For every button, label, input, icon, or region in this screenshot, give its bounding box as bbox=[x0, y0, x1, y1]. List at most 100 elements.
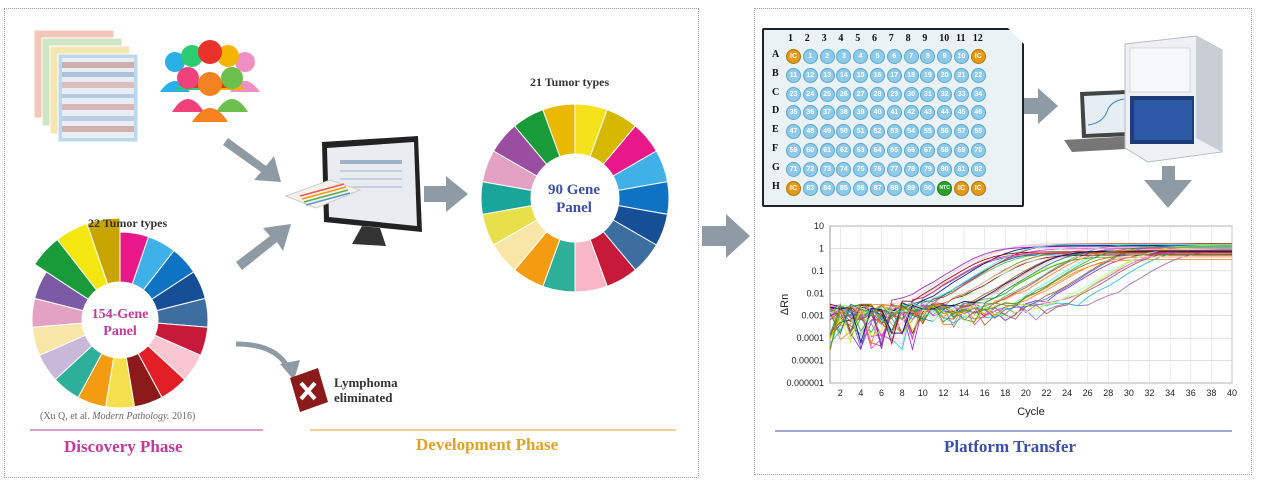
plate-well: 55 bbox=[920, 124, 936, 140]
x-tick-label: 2 bbox=[838, 388, 843, 398]
plate-well: IC bbox=[786, 180, 801, 196]
x-tick-label: 18 bbox=[1000, 388, 1010, 398]
plate-column-5: 5 bbox=[855, 33, 861, 44]
plate-column-11: 11 bbox=[956, 33, 966, 44]
x-tick-label: 22 bbox=[1041, 388, 1051, 398]
plate-row-B: B bbox=[772, 67, 779, 79]
plate-well: 32 bbox=[937, 86, 953, 102]
plate-well: IC bbox=[970, 49, 986, 64]
plate-well: 62 bbox=[836, 143, 852, 158]
plate-well: 1 bbox=[802, 49, 818, 64]
x-tick-label: 32 bbox=[1145, 388, 1155, 398]
plate-well: 56 bbox=[937, 124, 953, 140]
y-tick-label: 0.0001 bbox=[796, 333, 824, 343]
plate-row-D: D bbox=[772, 105, 780, 117]
plate-column-7: 7 bbox=[888, 33, 894, 44]
plate-well: 47 bbox=[786, 124, 801, 140]
x-tick-label: 26 bbox=[1083, 388, 1093, 398]
plate-well: 28 bbox=[870, 86, 885, 102]
plate-well: 20 bbox=[937, 67, 953, 83]
plate-well: 19 bbox=[920, 67, 936, 83]
amplification-curve bbox=[829, 250, 1232, 344]
plate-well: 73 bbox=[819, 161, 835, 177]
development-phase-title: Development Phase bbox=[416, 435, 559, 454]
y-tick-label: 0.1 bbox=[811, 266, 824, 276]
plate-well: 87 bbox=[870, 180, 885, 196]
x-tick-label: 36 bbox=[1186, 388, 1196, 398]
x-tick-label: 34 bbox=[1165, 388, 1175, 398]
plate-well: 60 bbox=[802, 143, 818, 158]
y-tick-label: 1 bbox=[819, 243, 824, 253]
plate-well: 41 bbox=[886, 105, 902, 121]
discovery-phase-title: Discovery Phase bbox=[64, 437, 183, 456]
plate-well: 83 bbox=[802, 180, 818, 196]
arrow-down bbox=[1144, 166, 1192, 208]
plate-well: 51 bbox=[853, 124, 869, 140]
arrow-right-1 bbox=[424, 176, 468, 212]
x-tick-label: 6 bbox=[879, 388, 884, 398]
x-tick-label: 24 bbox=[1062, 388, 1072, 398]
plate-well: IC bbox=[954, 180, 969, 196]
plate-well: 11 bbox=[786, 67, 801, 83]
plate-well: 59 bbox=[786, 143, 801, 158]
donut-segment bbox=[86, 217, 121, 285]
plate-well: 25 bbox=[819, 86, 835, 102]
citation: (Xu Q, et al. Modern Pathology. 2016) bbox=[40, 411, 195, 422]
x-tick-label: 14 bbox=[959, 388, 969, 398]
patient-cohort-icon bbox=[160, 40, 260, 122]
x-tick-label: 30 bbox=[1124, 388, 1134, 398]
y-tick-label: 0.01 bbox=[806, 288, 824, 298]
plate-well: 52 bbox=[870, 124, 885, 140]
plate-well: 18 bbox=[903, 67, 919, 83]
x-tick-label: 8 bbox=[900, 388, 905, 398]
plate-row-E: E bbox=[772, 124, 779, 136]
x-axis-title: Cycle bbox=[1017, 406, 1045, 418]
panel-90-line1: 90 Gene bbox=[547, 182, 601, 198]
plate-column-6: 6 bbox=[872, 33, 877, 44]
plate-well: 86 bbox=[853, 180, 869, 196]
arrow-curve-lymphoma bbox=[235, 341, 291, 370]
plate-well: 72 bbox=[802, 161, 818, 177]
expression-heatmap-icon bbox=[33, 29, 139, 143]
plate-well: 70 bbox=[970, 143, 986, 158]
plate-well: 69 bbox=[954, 143, 969, 158]
plate-well: 30 bbox=[903, 86, 919, 102]
plate-well: 46 bbox=[970, 105, 986, 121]
y-tick-label: 0.000001 bbox=[786, 378, 824, 388]
donut-segment bbox=[542, 103, 576, 158]
amplification-curve bbox=[829, 251, 1232, 346]
plate-row-G: G bbox=[772, 161, 780, 173]
plate-well: 15 bbox=[853, 67, 869, 83]
plate-well: 90 bbox=[920, 180, 936, 196]
plate-well: 78 bbox=[903, 161, 919, 177]
plate-well: 34 bbox=[970, 86, 986, 102]
amplification-curve bbox=[829, 249, 1232, 315]
plate-column-8: 8 bbox=[905, 33, 911, 44]
plate-well: 35 bbox=[786, 105, 801, 121]
arrow-right-2 bbox=[702, 214, 750, 258]
plate-well: 49 bbox=[819, 124, 835, 140]
plate-well: 81 bbox=[954, 161, 969, 177]
lymphoma-line1: Lymphoma bbox=[334, 375, 398, 390]
plate-well: NTC bbox=[937, 180, 953, 196]
plate-well: 37 bbox=[819, 105, 835, 121]
arrow-down-right bbox=[223, 138, 281, 182]
plate-well: 6 bbox=[886, 49, 902, 64]
plate-column-1: 1 bbox=[788, 33, 793, 44]
plate-well: 16 bbox=[870, 67, 885, 83]
plate-well: 45 bbox=[954, 105, 969, 121]
plate-column-9: 9 bbox=[922, 33, 928, 44]
plate-well: 89 bbox=[903, 180, 919, 196]
plate-well: 66 bbox=[903, 143, 919, 158]
x-tick-label: 20 bbox=[1021, 388, 1031, 398]
plate-well: IC bbox=[970, 180, 986, 196]
plate-well: 13 bbox=[819, 67, 835, 83]
x-tick-label: 16 bbox=[980, 388, 990, 398]
plate-well: 14 bbox=[836, 67, 852, 83]
amplification-curve bbox=[829, 244, 1232, 344]
development-tumor-types: 21 Tumor types bbox=[530, 75, 610, 89]
plate-well: 64 bbox=[870, 143, 885, 158]
plate-well: 84 bbox=[819, 180, 835, 196]
